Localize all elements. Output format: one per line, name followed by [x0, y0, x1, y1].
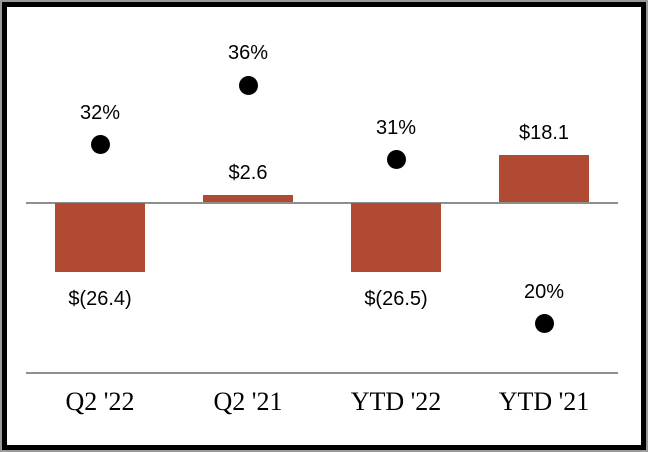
category-label-3: YTD '22	[350, 387, 442, 416]
percent-dot-3	[386, 150, 406, 170]
percent-value-label: 32%	[79, 101, 121, 124]
percent-value-label: 36%	[227, 42, 269, 65]
zero-axis-line	[26, 202, 618, 204]
percent-dot-4	[534, 314, 554, 333]
category-label-4: YTD '21	[498, 387, 590, 416]
percent-dot-1	[90, 135, 110, 155]
bar-value-label: $(26.4)	[68, 288, 132, 311]
bar-value-label: $2.6	[228, 162, 268, 185]
percent-value-label: 20%	[523, 280, 565, 303]
bar-value-label: $(26.5)	[364, 288, 428, 311]
category-axis-line	[26, 372, 618, 374]
category-label-2: Q2 '21	[213, 387, 283, 416]
bar-value-label: $18.1	[518, 121, 570, 144]
percent-dot-2	[238, 75, 258, 95]
bar-4	[499, 154, 589, 202]
category-label-1: Q2 '22	[65, 387, 135, 416]
percent-value-label: 31%	[375, 116, 417, 139]
bar-1	[55, 203, 145, 273]
bar-3	[351, 203, 441, 273]
bar-2	[203, 195, 293, 202]
